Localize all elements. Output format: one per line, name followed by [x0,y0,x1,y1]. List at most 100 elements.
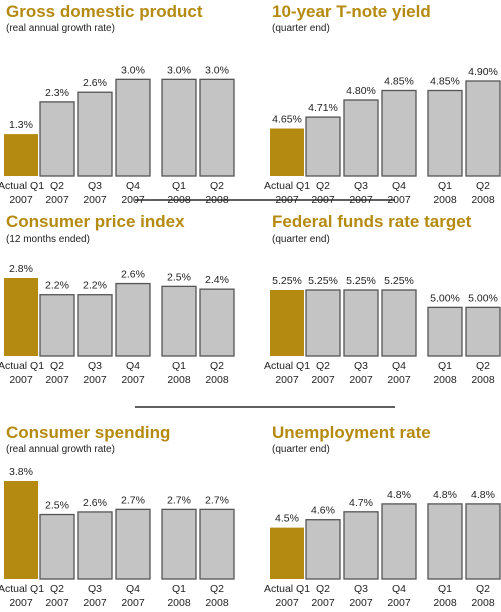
actual-bar [270,128,304,176]
x-tick-label: Q3 [88,360,102,372]
data-label: 1.3% [9,119,33,131]
data-label: 5.00% [430,292,460,304]
x-tick-label: Q2 [316,360,330,372]
x-tick-label: 2007 [9,194,33,206]
chart-title: Consumer price index [6,212,185,231]
x-tick-label: Q3 [354,360,368,372]
x-tick-label: Q1 [172,583,186,595]
data-label: 5.25% [384,275,414,287]
actual-bar [270,527,304,579]
x-tick-label: Q4 [392,583,406,595]
x-tick-label: Q2 [476,360,490,372]
x-tick-label: 2007 [349,194,373,206]
forecast-bar [199,508,235,580]
forecast-bar [161,508,197,580]
x-tick-label: 2007 [121,597,145,609]
data-label: 2.6% [121,269,145,281]
forecast-bar [381,89,417,177]
x-tick-label: 2008 [167,194,191,206]
x-tick-label: 2007 [9,597,33,609]
forecast-bar [115,282,151,357]
x-tick-label: Q3 [354,180,368,192]
chart-panel-3: Consumer price index (12 months ended) 2.8… [0,212,235,386]
forecast-bar [305,519,341,580]
x-tick-label: 2008 [433,374,457,386]
forecast-bar [161,78,197,177]
x-tick-label: Q2 [210,360,224,372]
chart-subtitle: (12 months ended) [6,234,90,245]
chart-subtitle: (real annual growth rate) [6,23,115,34]
x-tick-label: 2007 [387,374,411,386]
data-label: 4.6% [311,505,335,517]
x-tick-label: 2008 [433,194,457,206]
x-tick-label: Q1 [438,360,452,372]
data-label: 2.6% [83,77,107,89]
x-tick-label: Q2 [210,583,224,595]
x-tick-label: Q2 [50,360,64,372]
x-tick-label: Q2 [316,583,330,595]
forecast-bar [305,289,341,357]
x-tick-label: 2007 [387,194,411,206]
chart-title: Gross domestic product [6,2,203,21]
x-tick-label: 2008 [433,597,457,609]
data-label: 5.25% [272,275,302,287]
data-label: 2.2% [83,280,107,292]
x-tick-label: 2007 [275,374,299,386]
x-tick-label: Q4 [126,583,140,595]
chart-subtitle: (quarter end) [272,23,330,34]
forecast-bar [381,289,417,357]
forecast-bar [427,89,463,177]
chart-panel-2: 10-year T-note yield (quarter end) 4.65% Ac… [264,2,501,206]
x-tick-label: Q3 [88,180,102,192]
data-label: 2.7% [121,494,145,506]
data-label: 4.90% [468,66,498,78]
chart-panel-5: Consumer spending (real annual growth rat… [0,423,235,609]
x-tick-label: 2008 [167,597,191,609]
forecast-bar [77,511,113,580]
forecast-bar [343,99,379,177]
x-tick-label: 2007 [45,194,69,206]
data-label: 2.3% [45,87,69,99]
data-label: 3.0% [121,64,145,76]
x-tick-label: Q2 [476,583,490,595]
x-tick-label: Q3 [88,583,102,595]
x-tick-label: Q2 [50,180,64,192]
forecast-bar [161,285,197,357]
forecast-bar [427,503,463,580]
data-label: 2.7% [167,494,191,506]
x-tick-label: 2008 [205,374,229,386]
forecast-bar [465,503,501,580]
forecast-bar [305,116,341,177]
data-label: 4.8% [433,489,457,501]
x-tick-label: Q4 [126,360,140,372]
forecast-bar [77,294,113,357]
forecast-bar [381,503,417,580]
forecast-bar [115,508,151,580]
x-tick-label: Q4 [126,180,140,192]
forecast-bar [39,513,75,580]
forecast-bar [77,91,113,177]
x-tick-label: 2008 [205,194,229,206]
x-tick-label: 2008 [167,374,191,386]
x-tick-label: Q2 [210,180,224,192]
x-tick-label: 2008 [471,194,495,206]
forecast-bar [343,289,379,357]
chart-title: 10-year T-note yield [272,2,431,21]
data-label: 4.71% [308,102,338,114]
x-tick-label: 2007 [349,374,373,386]
chart-title: Consumer spending [6,423,170,442]
x-tick-label: Q2 [316,180,330,192]
data-label: 4.85% [384,76,414,88]
data-label: 2.4% [205,274,229,286]
data-label: 2.6% [83,497,107,509]
data-label: 2.5% [167,271,191,283]
forecast-bar [199,78,235,177]
actual-bar [4,134,38,176]
chart-subtitle: (quarter end) [272,234,330,245]
data-label: 2.2% [45,280,69,292]
x-tick-label: Actual Q1 [0,180,44,192]
forecast-bar [39,294,75,357]
x-tick-label: Actual Q1 [0,583,44,595]
chart-panel-6: Unemployment rate (quarter end) 4.5% Actual… [264,423,501,609]
